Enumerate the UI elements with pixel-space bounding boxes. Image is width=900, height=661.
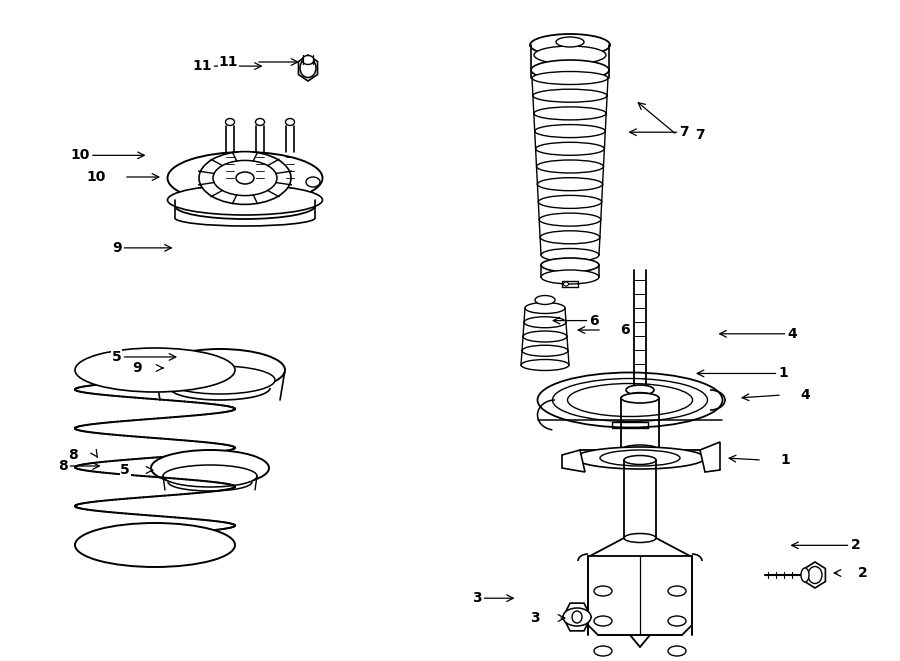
Ellipse shape <box>541 270 599 284</box>
Polygon shape <box>562 450 585 472</box>
Text: 9: 9 <box>112 241 122 255</box>
Ellipse shape <box>521 360 569 371</box>
Text: 5: 5 <box>112 350 122 364</box>
Text: 2: 2 <box>858 566 868 580</box>
Ellipse shape <box>533 89 608 102</box>
Ellipse shape <box>226 118 235 126</box>
Text: 4: 4 <box>788 327 797 341</box>
Ellipse shape <box>626 393 654 401</box>
Text: 1: 1 <box>778 366 788 381</box>
Ellipse shape <box>539 213 601 226</box>
Ellipse shape <box>572 611 582 623</box>
Ellipse shape <box>541 258 599 272</box>
Ellipse shape <box>537 178 603 191</box>
Ellipse shape <box>538 196 602 208</box>
Ellipse shape <box>624 455 656 465</box>
Ellipse shape <box>594 616 612 626</box>
Text: 8: 8 <box>68 448 78 462</box>
Text: 7: 7 <box>680 125 689 139</box>
Ellipse shape <box>594 586 612 596</box>
Ellipse shape <box>537 373 723 428</box>
Ellipse shape <box>621 445 659 455</box>
Text: 10: 10 <box>86 170 106 184</box>
Ellipse shape <box>167 152 322 204</box>
Text: 1: 1 <box>780 453 790 467</box>
Ellipse shape <box>563 608 591 626</box>
Text: 6: 6 <box>620 323 630 337</box>
Ellipse shape <box>522 345 568 356</box>
Text: 9: 9 <box>132 361 142 375</box>
Ellipse shape <box>75 348 235 392</box>
Ellipse shape <box>151 450 269 486</box>
Ellipse shape <box>306 177 320 187</box>
Polygon shape <box>805 562 825 588</box>
Text: 2: 2 <box>850 538 860 553</box>
Ellipse shape <box>75 523 235 567</box>
Ellipse shape <box>524 317 566 328</box>
Ellipse shape <box>536 142 605 155</box>
Ellipse shape <box>535 125 606 137</box>
Ellipse shape <box>668 646 686 656</box>
Ellipse shape <box>553 379 707 422</box>
Text: 6: 6 <box>590 313 599 328</box>
Ellipse shape <box>163 465 257 487</box>
Ellipse shape <box>155 349 285 391</box>
Ellipse shape <box>532 71 608 85</box>
Ellipse shape <box>199 151 291 204</box>
Text: 4: 4 <box>800 388 810 402</box>
Ellipse shape <box>563 282 569 286</box>
Ellipse shape <box>668 586 686 596</box>
Ellipse shape <box>535 295 555 305</box>
Ellipse shape <box>540 231 600 244</box>
Text: 7: 7 <box>695 128 705 142</box>
Ellipse shape <box>236 172 254 184</box>
Ellipse shape <box>213 161 277 196</box>
Text: 8: 8 <box>58 459 68 473</box>
Text: 11: 11 <box>192 59 211 73</box>
Ellipse shape <box>801 568 809 582</box>
Ellipse shape <box>534 107 607 120</box>
Ellipse shape <box>302 56 314 65</box>
Text: 3: 3 <box>530 611 540 625</box>
Polygon shape <box>299 55 318 81</box>
Ellipse shape <box>523 331 567 342</box>
Ellipse shape <box>575 447 705 469</box>
Ellipse shape <box>256 118 265 126</box>
Ellipse shape <box>525 303 565 313</box>
Ellipse shape <box>167 185 322 215</box>
Polygon shape <box>563 603 591 631</box>
Ellipse shape <box>536 160 604 173</box>
Text: 3: 3 <box>472 591 482 605</box>
Polygon shape <box>700 442 720 472</box>
Ellipse shape <box>594 646 612 656</box>
Ellipse shape <box>300 59 316 77</box>
Ellipse shape <box>534 46 606 64</box>
Ellipse shape <box>530 34 610 56</box>
Ellipse shape <box>285 118 294 126</box>
Ellipse shape <box>531 60 609 80</box>
Text: 10: 10 <box>70 148 90 163</box>
Ellipse shape <box>621 393 659 403</box>
Ellipse shape <box>600 450 680 466</box>
Ellipse shape <box>624 533 656 543</box>
Ellipse shape <box>568 383 692 416</box>
Ellipse shape <box>165 366 275 394</box>
Text: 5: 5 <box>121 463 130 477</box>
Ellipse shape <box>626 385 654 395</box>
Ellipse shape <box>541 249 599 262</box>
Text: 11: 11 <box>219 55 238 69</box>
Ellipse shape <box>556 37 584 47</box>
Ellipse shape <box>668 616 686 626</box>
